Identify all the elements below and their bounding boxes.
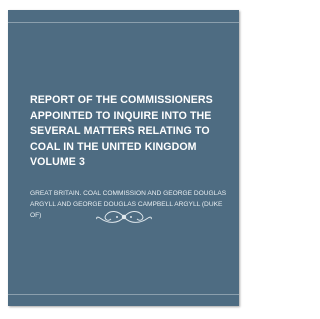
title-line: VOLUME 3: [30, 155, 213, 171]
title-line: REPORT OF THE COMMISSIONERS: [30, 93, 213, 109]
top-rule: [8, 22, 239, 23]
bottom-rule: [8, 294, 239, 295]
title-line: COAL IN THE UNITED KINGDOM: [30, 140, 213, 156]
title-line: SEVERAL MATTERS RELATING TO: [30, 124, 213, 140]
authors-line: GREAT BRITAIN. COAL COMMISSION AND GEORG…: [30, 188, 226, 199]
ornament: [94, 206, 154, 228]
title-line: APPOINTED TO INQUIRE INTO THE: [30, 109, 213, 125]
